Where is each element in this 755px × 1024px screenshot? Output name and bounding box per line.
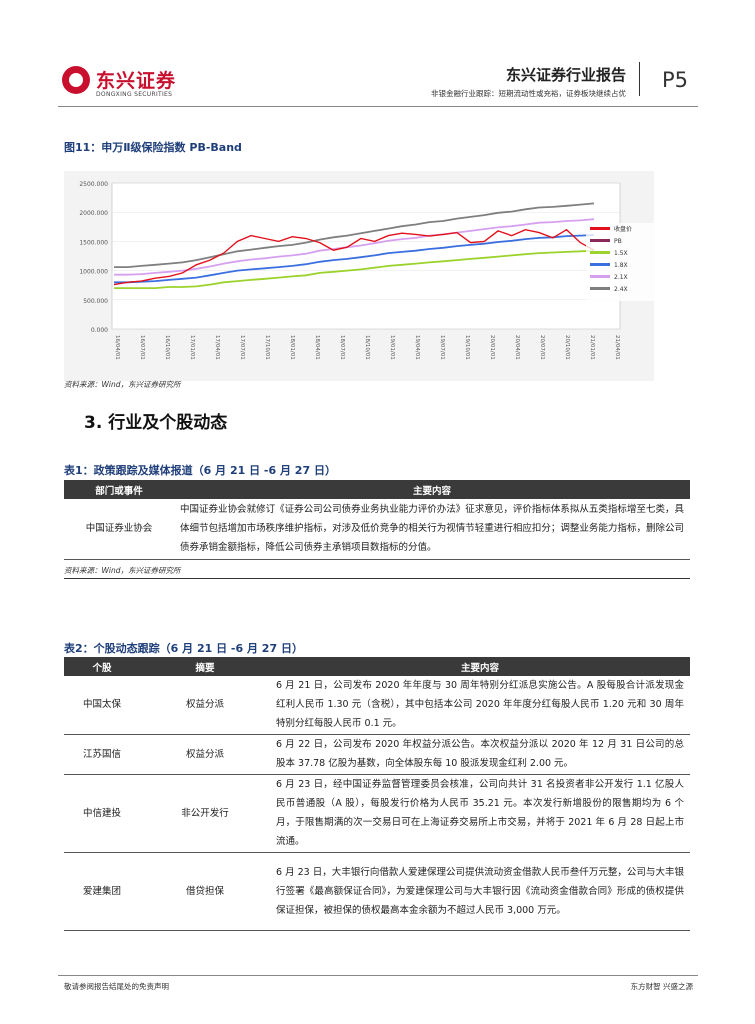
policy-table: 部门或事件 主要内容 中国证券业协会 中国证券业协会就修订《证券公司公司债券业务… [64,480,690,560]
table1-content: 中国证券业协会就修订《证券公司公司债券业务执业能力评价办法》征求意见，评价指标体… [174,499,690,560]
logo-text-cn: 东兴证券 [96,70,177,92]
page-number: P5 [661,68,688,92]
section-title: 3. 行业及个股动态 [84,413,228,433]
table-row: 中国证券业协会 中国证券业协会就修订《证券公司公司债券业务执业能力评价办法》征求… [64,499,690,560]
x-tick-label: 16/04/01 [114,335,120,360]
x-tick-label: 17/10/01 [264,335,270,360]
table2-content: 6 月 23 日，大丰银行向借款人爱建保理公司提供流动资金借款人民币叁仟万元整，… [270,852,690,931]
footer-slogan: 东方财智 兴盛之源 [630,982,693,991]
legend-label: 1.5X [614,250,628,257]
logo-text-en: DONGXING SECURITIES [96,91,173,98]
table1-header-dept: 部门或事件 [64,480,174,499]
pb-band-chart: 2500.000 2000.000 1500.000 1000.000 500.000 0… [64,171,654,381]
table2-header-stock: 个股 [64,657,140,676]
x-tick-label: 20/07/01 [539,335,545,360]
x-tick-label: 18/10/01 [364,335,370,360]
y-tick-label: 1500.000 [79,239,108,246]
x-tick-label: 17/01/01 [189,335,195,360]
header-rule [58,106,698,107]
y-tick-label: 0.000 [91,327,108,334]
x-tick-label: 21/01/01 [589,335,595,360]
legend-label: 1.8X [614,262,628,269]
header-divider [639,62,640,96]
company-logo: 东兴证券 DONGXING SECURITIES [58,64,188,104]
table2-content: 6 月 21 日，公司发布 2020 年年度与 30 周年特别分红派息实施公告。… [270,676,690,735]
legend-label: PB [614,238,622,245]
table2-content: 6 月 22 日，公司发布 2020 年权益分派公告。本次权益分派以 2020 … [270,734,690,775]
y-tick-label: 2000.000 [79,210,108,217]
x-tick-label: 19/01/01 [389,335,395,360]
series-line-2.1X [114,218,595,276]
table-row: 中国太保 权益分派 6 月 21 日，公司发布 2020 年年度与 30 周年特… [64,676,690,735]
y-tick-label: 2500.000 [79,181,108,188]
logo-mark-icon [62,66,90,94]
x-tick-label: 20/04/01 [514,335,520,360]
legend-swatch [590,263,610,266]
table2-summary: 权益分派 [140,676,270,735]
table2-summary: 非公开发行 [140,774,270,853]
figure-source: 资料来源：Wind，东兴证券研究所 [64,380,181,389]
table2-header-content: 主要内容 [270,657,690,676]
table1-title: 表1：政策跟踪及媒体报道（6 月 21 日 -6 月 27 日） [64,464,336,477]
legend-swatch [590,275,610,278]
x-tick-label: 19/07/01 [439,335,445,360]
y-tick-label: 500.000 [83,298,108,305]
x-tick-label: 19/10/01 [464,335,470,360]
table2-summary: 权益分派 [140,734,270,775]
series-line-1.8X [114,234,595,284]
table2-title: 表2：个股动态跟踪（6 月 21 日 -6 月 27 日） [64,642,303,655]
legend-label: 收盘价 [614,225,632,233]
table2-header-summary: 摘要 [140,657,270,676]
legend-swatch [590,227,610,230]
table1-source: 资料来源：Wind，东兴证券研究所 [64,566,181,575]
x-tick-label: 20/10/01 [564,335,570,360]
legend-swatch [590,251,610,254]
x-tick-label: 18/04/01 [314,335,320,360]
legend-swatch [590,239,610,242]
report-title: 东兴证券行业报告 [505,66,626,84]
table2-content: 6 月 23 日，经中国证券监督管理委员会核准，公司向共计 31 名投资者非公开… [270,774,690,853]
table1-bottom-rule [64,578,690,579]
table2-summary: 借贷担保 [140,852,270,931]
x-tick-label: 19/04/01 [414,335,420,360]
y-tick-label: 1000.000 [79,269,108,276]
table2-stock: 爱建集团 [64,852,140,931]
table2-stock: 江苏国信 [64,734,140,775]
series-line-2.4X [114,202,595,268]
x-tick-label: 18/07/01 [339,335,345,360]
table-row: 江苏国信 权益分派 6 月 22 日，公司发布 2020 年权益分派公告。本次权… [64,734,690,775]
x-tick-label: 21/04/01 [614,335,620,360]
footer-disclaimer: 敬请参阅报告结尾处的免责声明 [64,982,169,991]
series-line-1.5X [114,249,595,289]
legend-label: 2.4X [614,286,628,293]
figure-title: 图11：申万Ⅱ级保险指数 PB-Band [64,141,242,154]
report-subtitle: 非银金融行业跟踪：短期流动性或充裕，证券板块继续占优 [431,89,626,98]
table-row: 爱建集团 借贷担保 6 月 23 日，大丰银行向借款人爱建保理公司提供流动资金借… [64,852,690,931]
stock-table: 个股 摘要 主要内容 中国太保 权益分派 6 月 21 日，公司发布 2020 … [64,657,690,931]
table1-dept: 中国证券业协会 [64,499,174,560]
x-tick-label: 17/07/01 [239,335,245,360]
table-row: 中信建投 非公开发行 6 月 23 日，经中国证券监督管理委员会核准，公司向共计… [64,774,690,853]
table2-stock: 中信建投 [64,774,140,853]
legend-swatch [590,287,610,290]
page-header: 东兴证券 DONGXING SECURITIES 东兴证券行业报告 非银金融行业… [58,62,698,108]
legend-label: 2.1X [614,274,628,281]
x-tick-label: 17/04/01 [214,335,220,360]
series-line-收盘价 [113,228,595,286]
table2-stock: 中国太保 [64,676,140,735]
footer-rule [58,975,698,976]
x-tick-label: 18/01/01 [289,335,295,360]
table1-header-content: 主要内容 [174,480,690,499]
x-tick-label: 16/07/01 [139,335,145,360]
x-tick-label: 16/10/01 [164,335,170,360]
x-tick-label: 20/01/01 [489,335,495,360]
